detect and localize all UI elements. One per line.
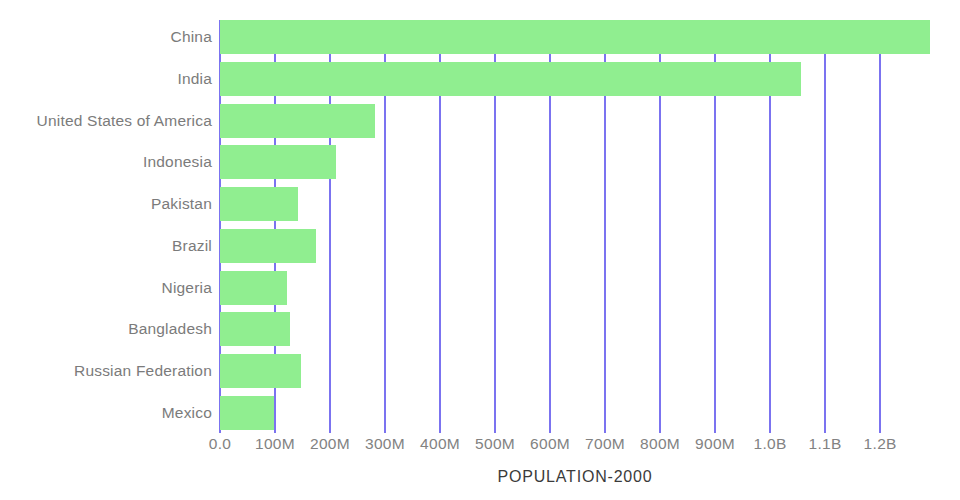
bar-china [220, 20, 930, 54]
bar-united-states-of-america [220, 104, 375, 138]
category-label: Brazil [0, 236, 212, 256]
population-bar-chart: China India United States of America Indone… [0, 0, 960, 500]
plot-area [220, 20, 930, 433]
category-label: Indonesia [0, 152, 212, 172]
category-label: United States of America [0, 111, 212, 131]
bar-brazil [220, 229, 316, 263]
category-label: Mexico [0, 403, 212, 423]
x-tick-label: 1.2B [835, 435, 925, 453]
bar-nigeria [220, 271, 287, 305]
category-label: Pakistan [0, 194, 212, 214]
category-label: Bangladesh [0, 319, 212, 339]
bar-pakistan [220, 187, 298, 221]
category-label: China [0, 27, 212, 47]
gridline [879, 20, 881, 433]
bar-indonesia [220, 145, 336, 179]
bar-india [220, 62, 801, 96]
bar-russian-federation [220, 354, 301, 388]
bar-mexico [220, 396, 274, 430]
category-label: Russian Federation [0, 361, 212, 381]
x-axis-title: POPULATION-2000 [220, 468, 930, 486]
category-label: Nigeria [0, 278, 212, 298]
gridline [824, 20, 826, 433]
category-label: India [0, 69, 212, 89]
bar-bangladesh [220, 312, 290, 346]
